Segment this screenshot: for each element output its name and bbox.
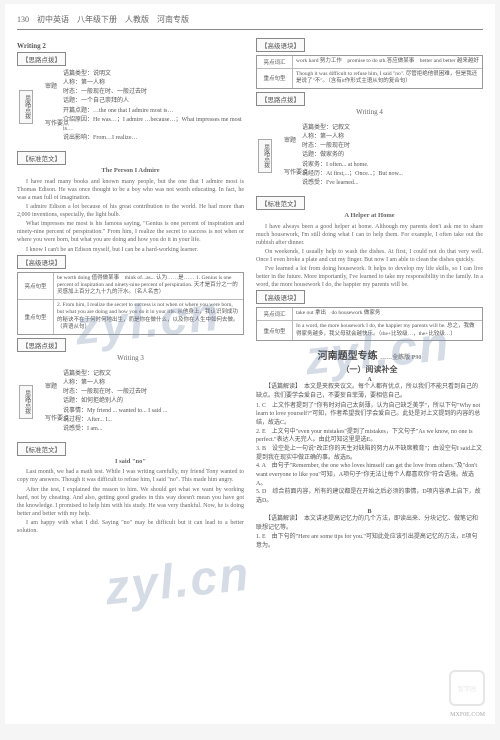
branch-title: 审题 [45,83,57,93]
leaf: 开篇点题：…the one that I admire most is… [63,107,242,116]
branch-title: 审题 [45,383,57,393]
writing2-label: Writing 2 [17,42,244,50]
answer-item: 1. C 上文作者提到了"你有时对自己太刻薄，认为自己缺乏美学"，所以下句"Wh… [256,402,483,428]
leaf: 说出影响：From…I realize… [63,134,242,143]
essay-title: I said "no" [17,458,244,467]
essay-title: The Person I Admire [17,167,244,176]
std-tag: 【标准范文】 [17,151,66,165]
branch-title: 审题 [284,137,296,147]
table-cell: 重点句型 [257,69,293,88]
leaf: 话题：如何拒绝别人的 [63,397,242,406]
table-cell: be worth doing 值得做某事 think of...as... 认为… [54,273,243,299]
leaf: 时态：一般现在时、一般过去时 [63,388,242,397]
essay-para: Last month, we had a math test. While I … [17,468,244,484]
block-b-intro: 【语篇解读】 本文讲述提高记忆力的几个方法，即读出来、分块记忆、做笔记和联想记忆… [256,515,483,532]
page-header: 130 初中英语 八年级下册 人教版 河南专版 [17,14,483,30]
std-tag: 【标准范文】 [256,196,305,210]
leaf: 说经历：At first,...；Once...；But now... [302,170,481,179]
table-cell: 亮点词汇 [257,308,293,320]
corner-logo: 智学园 [449,670,485,706]
writing3-mindmap: 思路点拨 审题 语篇类型：记叙文 人称：第一人称 时态：一般现在时、一般过去时 … [17,366,244,438]
answer-item: 1. E 由下句的"Here are some tips for you."可知… [256,533,483,550]
leaf: 人称：第一人称 [63,379,242,388]
essay-para: I am happy with what I did. Saying "no" … [17,519,244,535]
answer-item: 3. B 设空处上一句说"改正你的天生对缺陷的努力从不缺席教育"；由设空句I s… [256,445,483,462]
essay-para: I know I can't be an Edison myself, but … [17,246,244,254]
table-cell: 重点句型 [257,321,293,340]
table-cell: work hard 努力工作 promise to do sth.答应做某事 b… [293,56,482,68]
table-cell: Though it was difficult to refuse him, I… [293,69,482,88]
mindmap-tag: 【思路点拨】 [256,92,305,106]
answer-item: 2. E 上文句中"even your mistakes"提到了mistakes… [256,428,483,445]
mindmap-tag: 【思路点拨】 [17,338,66,352]
table-cell: 重点句型 [18,300,54,334]
writing4-mindmap: 思路点拨 审题 语篇类型：记叙文 人称：第一人称 时态：一般现在时 话题：做家务… [256,120,483,192]
essay-title: A Helper at Home [256,212,483,221]
leaf: 介绍原因：He was…；I admire …because…；What imp… [63,116,242,134]
branch-title: 写作要点 [284,170,308,180]
vocab-table: 亮点句型 be worth doing 值得做某事 think of...as.… [17,272,244,335]
leaf: 话题：一个自己崇拜的人 [63,97,242,106]
henan-title: 河南题型专练 ……全练版 P90 [256,347,483,362]
essay-para: I admire Edison a lot because of his gre… [17,203,244,219]
leaf: 说事情：My friend ... wanted to... I said ..… [63,407,242,416]
leaf: 语篇类型：记叙文 [63,370,242,379]
writing4-label: Writing 4 [256,108,483,116]
table-cell: In a word, the more housework I do, the … [293,321,482,340]
leaf: 说感受：I am... [63,425,242,434]
answer-item: 4. A 由句子"Remember, the one who loves him… [256,462,483,488]
adv-tag: 【高级语块】 [17,255,66,269]
branch-title: 写作要点 [45,120,69,130]
branch-title: 写作要点 [45,415,69,425]
writing2-mindmap: 思路点拨 审题 语篇类型：说明文 人称：第一人称 时态：一般现在时、一般过去时 … [17,66,244,147]
watermark: zyl.cn [103,547,253,617]
leaf: 时态：一般现在时、一般过去时 [63,88,242,97]
table-cell: 亮点句型 [18,273,54,299]
vocab-table: 亮点词汇 work hard 努力工作 promise to do sth.答应… [256,55,483,89]
adv-tag: 【高级语块】 [256,38,305,52]
leaf: 说家务：I often... at home. [302,161,481,170]
corner-text: MXF0E.COM [450,712,485,718]
leaf: 说过程：After... I... [63,416,242,425]
essay-para: I have always been a good helper at home… [256,223,483,247]
essay-para: After the test, I explained the reason t… [17,486,244,518]
vocab-table: 亮点词汇 take out 拿出 do housework 做家务 重点句型 I… [256,307,483,341]
mindmap-root: 思路点拨 [19,90,33,124]
block-a-intro: 【语篇解读】 本文是夹叙夹议文。每个人都有优点，所以我们不能只看到自己的缺点。我… [256,383,483,400]
page-ref: ……全练版 P90 [380,355,421,361]
henan-title-text: 河南题型专练 [318,351,378,362]
writing3-label: Writing 3 [17,354,244,362]
table-cell: 亮点词汇 [257,56,293,68]
std-tag: 【标准范文】 [17,442,66,456]
mindmap-root: 思路点拨 [19,385,33,419]
leaf: 时态：一般现在时 [302,142,481,151]
essay-para: On weekends, I usually help to wash the … [256,248,483,264]
leaf: 说感受：I've learned... [302,179,481,188]
table-cell: take out 拿出 do housework 做家务 [293,308,482,320]
essay-para: I have read many books and known many pe… [17,178,244,202]
mindmap-root: 思路点拨 [258,139,272,173]
leaf: 语篇类型：说明文 [63,70,242,79]
essay-para: I've learned a lot from doing housework.… [256,265,483,289]
table-cell: 2. From him, I realize the secret to suc… [54,300,243,334]
leaf: 人称：第一人称 [63,79,242,88]
essay-para: What impresses me most is his famous say… [17,220,244,244]
leaf: 语篇类型：记叙文 [302,124,481,133]
answer-item: 5. D 综合前面内容，所有的建议都是在开始之后必须的事情，D项内容承上启下，故… [256,488,483,505]
leaf: 话题：做家务的 [302,151,481,160]
henan-sub: （一）阅读补全 [256,364,483,375]
adv-tag: 【高级语块】 [256,290,305,304]
leaf: 人称：第一人称 [302,133,481,142]
mindmap-tag: 【思路点拨】 [17,52,66,66]
